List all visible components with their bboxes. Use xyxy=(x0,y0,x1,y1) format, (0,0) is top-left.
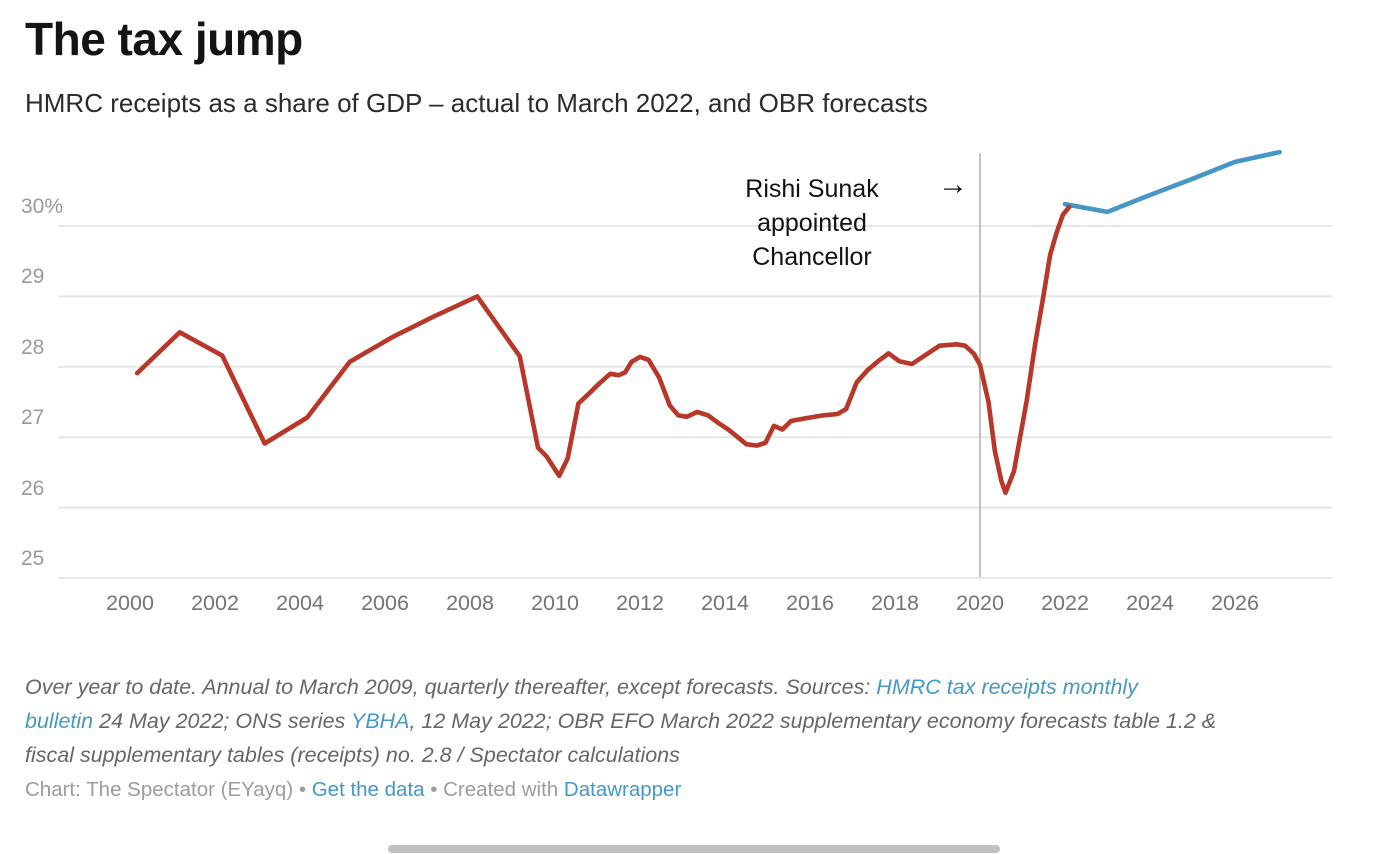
annotation-arrow-icon: → xyxy=(938,168,968,201)
notes-text: Over year to date. Annual to March 2009,… xyxy=(25,675,877,699)
byline-link[interactable]: Get the data xyxy=(311,778,425,801)
byline-text: Chart: The Spectator (EYayq) • xyxy=(25,778,312,801)
x-tick-label: 2014 xyxy=(701,591,749,615)
x-tick-label: 2004 xyxy=(276,591,324,615)
actual-series-line xyxy=(134,204,1072,496)
annotation-rishi-sunak: Rishi Sunak appointed Chancellor xyxy=(745,175,879,271)
x-tick-label: 2006 xyxy=(361,591,409,615)
page-title: The tax jump xyxy=(25,13,303,65)
notes-text: 24 May 2022; ONS series xyxy=(93,709,351,733)
x-tick-label: 2022 xyxy=(1041,591,1089,615)
x-tick-label: 2018 xyxy=(871,591,919,615)
notes-source-link[interactable]: bulletin xyxy=(25,709,94,733)
y-tick-label: 26 xyxy=(21,476,45,500)
notes-source-link[interactable]: HMRC tax receipts monthly xyxy=(876,675,1138,699)
scrollbar-thumb[interactable] xyxy=(388,845,1000,853)
chart-byline: Chart: The Spectator (EYayq) • Get the d… xyxy=(25,778,1365,802)
x-tick-label: 2026 xyxy=(1211,591,1259,615)
notes-text: , 12 May 2022; OBR EFO March 2022 supple… xyxy=(409,709,1217,733)
y-tick-label: 28 xyxy=(21,335,45,359)
y-tick-label: 27 xyxy=(21,406,45,430)
notes-text: fiscal supplementary tables (receipts) n… xyxy=(25,743,680,767)
chart-notes: Over year to date. Annual to March 2009,… xyxy=(25,670,1365,772)
forecast-series-line xyxy=(1062,149,1282,215)
y-tick-label: 30% xyxy=(21,195,64,218)
byline-link[interactable]: Datawrapper xyxy=(563,778,682,801)
notes-source-link[interactable]: YBHA xyxy=(350,709,410,733)
x-tick-label: 2012 xyxy=(616,591,664,615)
x-tick-label: 2024 xyxy=(1126,591,1174,615)
x-tick-label: 2016 xyxy=(786,591,834,615)
byline-text: • Created with xyxy=(424,778,564,801)
x-tick-label: 2020 xyxy=(956,591,1004,615)
x-tick-label: 2008 xyxy=(446,591,494,615)
y-tick-label: 29 xyxy=(21,265,45,289)
x-tick-label: 2000 xyxy=(106,591,154,615)
x-tick-label: 2002 xyxy=(191,591,239,615)
chart-subtitle: HMRC receipts as a share of GDP – actual… xyxy=(25,88,928,118)
x-tick-label: 2010 xyxy=(531,591,579,615)
y-tick-label: 25 xyxy=(21,547,45,570)
